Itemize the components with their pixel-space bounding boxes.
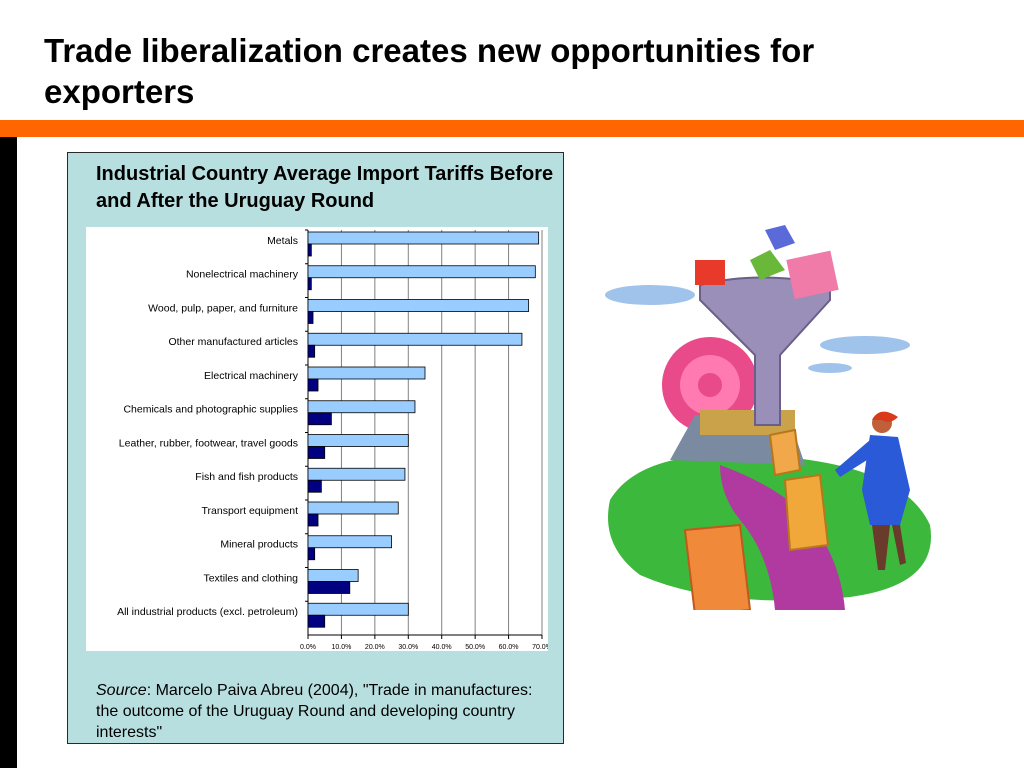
bar-after <box>307 513 319 527</box>
figure-body <box>862 435 910 525</box>
x-tick-label: 50.0% <box>465 644 485 651</box>
blue-cube <box>765 225 795 250</box>
category-label: Textiles and clothing <box>203 572 298 584</box>
bar-before <box>307 332 523 346</box>
chart-area: 0.0% 10.0% 20.0% 30.0% 40.0% 50.0% 60.0% 70.0% M… <box>86 227 548 651</box>
bar-before <box>307 434 409 447</box>
bar-before <box>307 569 359 582</box>
bar-before <box>307 400 416 414</box>
x-tick-label: 30.0% <box>398 644 418 651</box>
bar-after <box>307 446 326 459</box>
figure-hair <box>872 411 898 422</box>
bag-tan <box>768 428 802 477</box>
chart-title: Industrial Country Average Import Tariff… <box>96 163 554 212</box>
bar-after <box>307 378 319 392</box>
bag-orange <box>683 523 752 610</box>
bag-yellow <box>783 473 830 552</box>
bar-before <box>307 265 536 279</box>
green-block <box>750 250 785 280</box>
category-label: All industrial products (excl. petroleum… <box>117 606 298 618</box>
trade-illustration <box>605 225 931 610</box>
bar-after <box>307 277 312 291</box>
left-edge-bar <box>0 137 17 768</box>
slide-title: Trade liberalization creates new opportu… <box>44 32 815 110</box>
x-tick-label: 0.0% <box>300 644 316 651</box>
figure-legs <box>872 525 890 570</box>
source-label: Source <box>96 682 147 699</box>
cloud-right <box>820 336 910 354</box>
x-tick-label: 40.0% <box>432 644 452 651</box>
bar-before <box>307 535 392 549</box>
source-text: : Marcelo Paiva Abreu (2004), "Trade in … <box>96 682 533 741</box>
bar-before <box>307 602 409 616</box>
category-label: Nonelectrical machinery <box>186 269 299 281</box>
bar-after <box>307 412 332 426</box>
bar-after <box>307 581 351 594</box>
chart-panel: Industrial Country Average Import Tariff… <box>67 152 564 744</box>
category-label: Transport equipment <box>202 505 299 517</box>
category-label: Chemicals and photographic supplies <box>123 404 298 416</box>
bar-after <box>307 311 314 324</box>
accent-bar <box>0 120 1024 137</box>
category-label: Wood, pulp, paper, and furniture <box>148 302 298 314</box>
bar-after <box>307 243 312 257</box>
category-label: Mineral products <box>220 539 298 551</box>
bar-after <box>307 614 326 628</box>
figure-arm <box>835 440 875 477</box>
category-label: Metals <box>267 235 298 247</box>
cloud-small <box>808 363 852 373</box>
bar-before <box>307 299 530 312</box>
x-tick-label: 60.0% <box>499 644 519 651</box>
bar-after <box>307 547 316 561</box>
x-tick-label: 20.0% <box>365 644 385 651</box>
bar-after <box>307 344 316 358</box>
cloud-left <box>605 285 695 305</box>
purple-road <box>720 465 845 610</box>
bar-chart: 0.0% 10.0% 20.0% 30.0% 40.0% 50.0% 60.0% 70.0% M… <box>117 229 548 651</box>
category-label: Fish and fish products <box>195 471 298 483</box>
x-tick-label: 10.0% <box>331 644 351 651</box>
red-block <box>695 260 725 285</box>
pink-block <box>786 250 839 300</box>
bar-before <box>307 231 540 245</box>
x-tick-label: 70.0% <box>532 644 548 651</box>
source-note: Source: Marcelo Paiva Abreu (2004), "Tra… <box>96 680 546 743</box>
category-label: Electrical machinery <box>204 370 299 382</box>
bar-before <box>307 366 426 380</box>
bar-before <box>307 467 406 481</box>
category-label: Leather, rubber, footwear, travel goods <box>119 437 298 449</box>
bar-before <box>307 501 399 515</box>
category-label: Other manufactured articles <box>168 336 298 348</box>
bar-after <box>307 479 322 493</box>
